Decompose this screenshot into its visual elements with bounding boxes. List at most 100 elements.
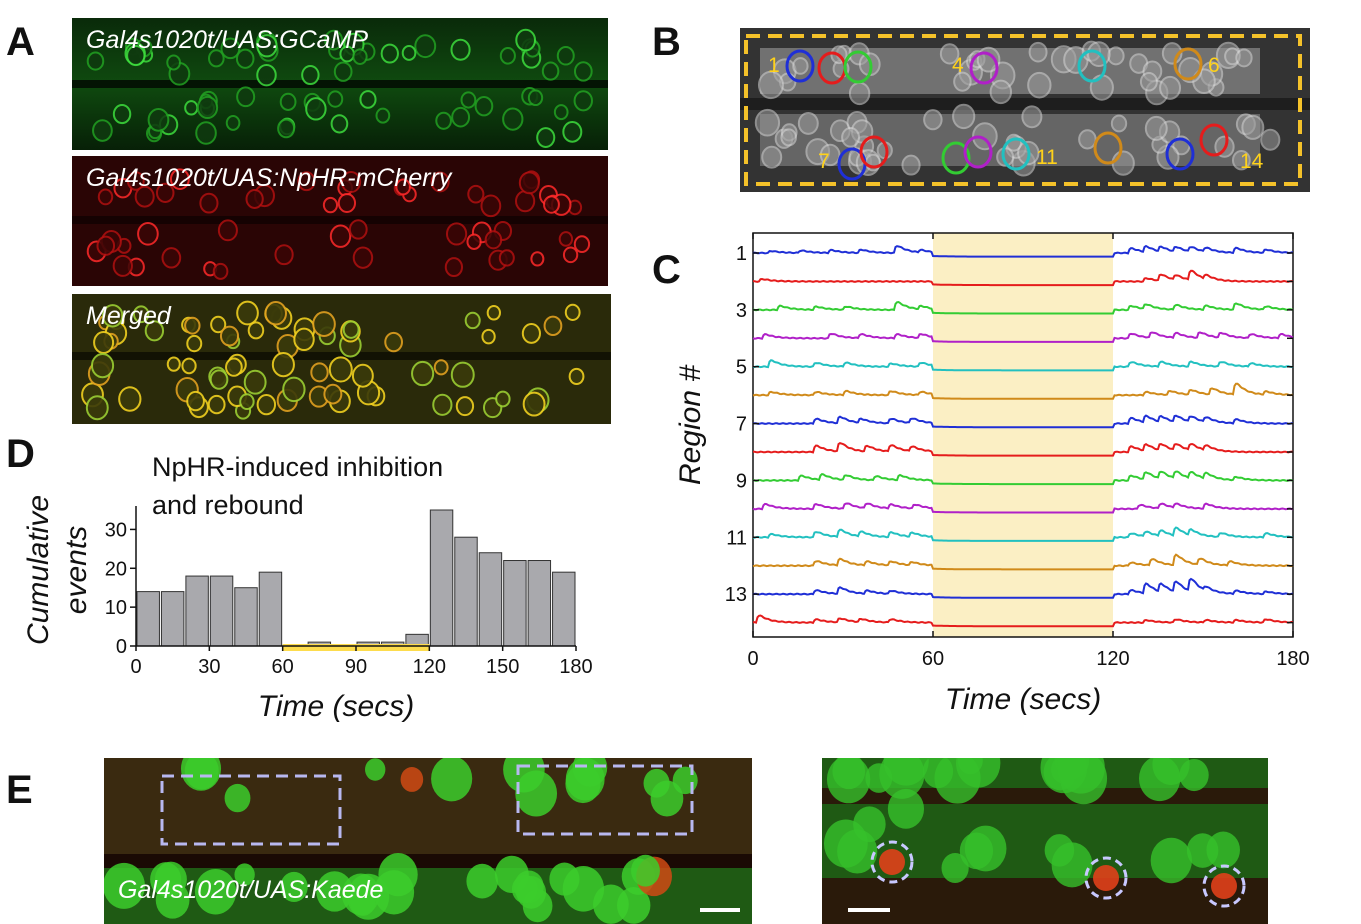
cell [401,44,417,61]
cell [293,327,315,352]
cell [879,758,925,799]
cell [518,171,540,195]
cell [556,45,575,66]
roi-outline-5 [1077,49,1107,83]
cell [282,376,306,403]
y-axis-title: events [60,526,93,614]
cell [536,127,556,148]
cell [97,188,114,206]
roi-outline-12 [1093,131,1123,165]
cell [460,91,477,109]
cell [543,195,560,214]
cell [450,361,475,388]
cell [236,86,256,108]
cell [1241,114,1265,140]
bar [454,536,478,647]
cell [219,325,240,347]
cell [235,48,255,69]
cell [169,168,190,191]
cell [90,352,115,379]
mcherry-image: Gal4s1020t/UAS:NpHR-mCherry [72,156,608,286]
cell [400,767,424,792]
cell [212,262,229,280]
cell [195,121,217,145]
cell [562,246,579,264]
cell [474,95,494,117]
roi-label: 1 [768,54,780,77]
y-tick-label: 13 [725,584,747,606]
cell [515,770,558,817]
cell [279,92,297,111]
cell [498,249,515,267]
cell [430,171,450,193]
cell [359,90,377,109]
roi-outline-13 [1165,137,1195,171]
cell [757,70,784,100]
x-tick-label: 180 [1276,648,1309,670]
chart-title: NpHR-induced inhibition [152,452,443,482]
cell [224,783,251,813]
cell [207,394,226,415]
merged-image: Merged [72,294,611,424]
cell [351,363,374,388]
cell [464,311,481,330]
cell [323,383,343,405]
y-axis-title: Region # [674,365,707,485]
y-tick-label: 1 [736,243,747,265]
cell [330,114,349,134]
bar [209,575,234,647]
bar [429,509,454,647]
cell [558,231,574,247]
roi-outline-8 [859,135,889,169]
cell [511,874,538,904]
roi-box-1 [160,774,342,846]
cell [445,222,468,246]
roi-label: 4 [952,54,964,77]
cell [210,315,227,334]
cell [305,97,327,121]
cell [322,196,339,214]
cell [93,331,115,354]
cell [432,393,453,416]
panel-label-c: C [652,248,681,292]
cell [350,887,376,916]
cell [972,122,998,151]
cell [1051,842,1093,888]
roi-outline-1 [785,49,815,83]
panel-label-d: D [6,432,35,476]
trace-region-14 [752,614,1294,628]
cell [1021,105,1043,129]
cell [301,64,320,86]
x-axis-title: Time (secs) [258,690,414,723]
bar [527,560,552,647]
roi-label: 11 [1036,146,1058,169]
cell [952,103,976,130]
cell [236,300,259,326]
gcamp-caption: Gal4s1020t/UAS:GCaMP [86,26,369,54]
cell [137,222,159,246]
cell [184,100,199,116]
events-bar-chart: 0 10 20 30 0 30 60 90 120 150 180 Time (secs) Cumula… [20,440,620,730]
cell [486,305,501,321]
x-tick-label: 60 [272,656,294,678]
cell [1179,758,1209,792]
trace-region-8 [753,441,1294,457]
cell [324,29,344,51]
cell [333,61,353,82]
cell [134,185,155,208]
cell [521,322,541,344]
cell [451,106,471,128]
y-tick-label: 11 [726,527,747,549]
mcherry-caption: Gal4s1020t/UAS:NpHR-mCherry [86,164,452,192]
cell [280,871,308,903]
trace-region-3 [752,300,1294,315]
cell [234,863,255,886]
cell [565,758,605,801]
cell [199,192,219,214]
cell [256,64,277,87]
cell [104,862,145,909]
cell [310,362,329,383]
bar [234,587,258,647]
roi-label: 14 [1240,150,1264,173]
cell [522,391,546,417]
